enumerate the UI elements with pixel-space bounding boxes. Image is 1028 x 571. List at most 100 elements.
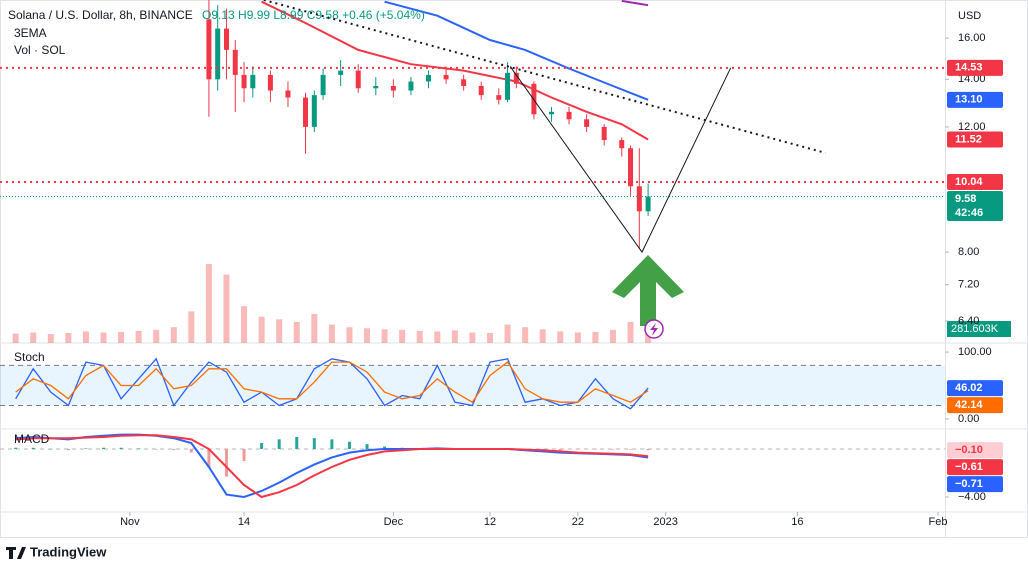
candle-body [390,85,396,91]
volume-bar [522,327,529,343]
y-tick-label: 14.00 [958,73,986,85]
candle-body [601,126,607,141]
x-tick-label: 2023 [653,516,677,528]
volume-bar [469,332,476,343]
candle-body [320,74,326,96]
histogram-bar [154,448,158,450]
y-tick-label: 6.40 [958,315,979,327]
value-label: 13.10 [955,94,983,106]
volume-bar [205,264,212,343]
histogram-bar [330,439,334,449]
volume-bar [135,330,142,343]
histogram-bar [119,447,123,449]
histogram-bar [383,446,387,449]
volume-bar [82,331,89,343]
volume-bar [188,311,195,343]
brand-logo: TradingView [6,544,107,559]
indicator-label: 3EMA [14,26,47,40]
volume-bar [434,331,441,343]
volume-bar [293,321,300,343]
value-label-box [947,91,1003,108]
value-label-box [947,131,1003,148]
histogram-bar [172,448,176,451]
y-tick-label: −4.00 [958,491,986,503]
volume-bar [65,333,72,343]
candle-body [285,90,291,98]
brand: TradingView [30,544,107,559]
value-label-box [947,59,1003,76]
histogram-bar [312,438,316,449]
volume-bar [118,331,125,343]
volume-label-box [947,321,1011,337]
histogram-bar [66,448,70,451]
candle-body [443,74,449,80]
candle-body [232,49,238,75]
value-label-box [947,190,1003,221]
value-label-box [947,173,1003,190]
y-tick-label: 0.00 [958,413,979,425]
pane-title: Stoch [14,350,45,364]
value-label-box [947,397,1003,414]
volume-bar [30,332,37,343]
candle-body [426,74,432,82]
ema-line [261,0,649,141]
candle-body [566,111,572,120]
volume-bar [627,321,634,343]
histogram-bar [260,442,264,449]
y-tick-label: 100.00 [958,346,992,358]
value-label-box [947,459,1003,476]
trend-line [263,0,826,154]
value-label-box [947,380,1003,397]
candle-body [215,28,221,80]
histogram-bar [629,448,633,450]
volume-bar [153,329,160,343]
frame [0,0,1028,538]
histogram-bar [189,448,193,453]
logo-mark [6,547,26,559]
volume-bar [346,327,353,343]
y-tick-label: 8.00 [958,246,979,258]
histogram-bar [207,448,211,467]
histogram-bar [31,447,35,449]
volume-bar [258,316,265,343]
histogram-bar [347,441,351,449]
volume-bar [276,319,283,343]
ohlc: O9.13 H9.99 L8.99 C9.58 +0.46 (+5.04%) [202,8,425,22]
histogram-bar [224,448,228,477]
histogram-bar [137,448,141,449]
volume-bar [170,327,177,343]
histogram-bar [277,439,281,449]
pane-title: MACD [14,432,50,446]
candle-body [619,140,625,149]
candle-body [408,81,414,91]
candle-body [645,196,651,212]
value-label: 42:46 [955,207,983,219]
volume-bar [223,274,230,343]
macd-pane [0,433,945,499]
histogram-bar [576,448,580,450]
value-label: 11.52 [955,133,982,145]
candle-body [636,186,642,212]
volume-bar [486,333,493,343]
volume-bar [609,329,616,343]
histogram-bar [295,436,299,449]
volume-bar [539,329,546,343]
candle-body [584,119,590,127]
x-tick-label: Feb [928,516,947,528]
candle-body [513,72,519,84]
candle-body [267,74,273,91]
alert-icon-bolt [650,323,658,336]
volume-label: 281.603K [951,323,999,335]
x-tick-label: Dec [384,516,404,528]
x-tick-label: 14 [238,516,250,528]
x-tick-label: Nov [120,516,140,528]
candle-body [206,19,212,80]
value-label: 10.04 [955,176,983,188]
x-tick-label: 12 [484,516,496,528]
arrow-icon [612,255,684,326]
histogram-bar [558,448,562,451]
value-label: −0.10 [955,444,983,456]
value-label-box [947,442,1003,459]
